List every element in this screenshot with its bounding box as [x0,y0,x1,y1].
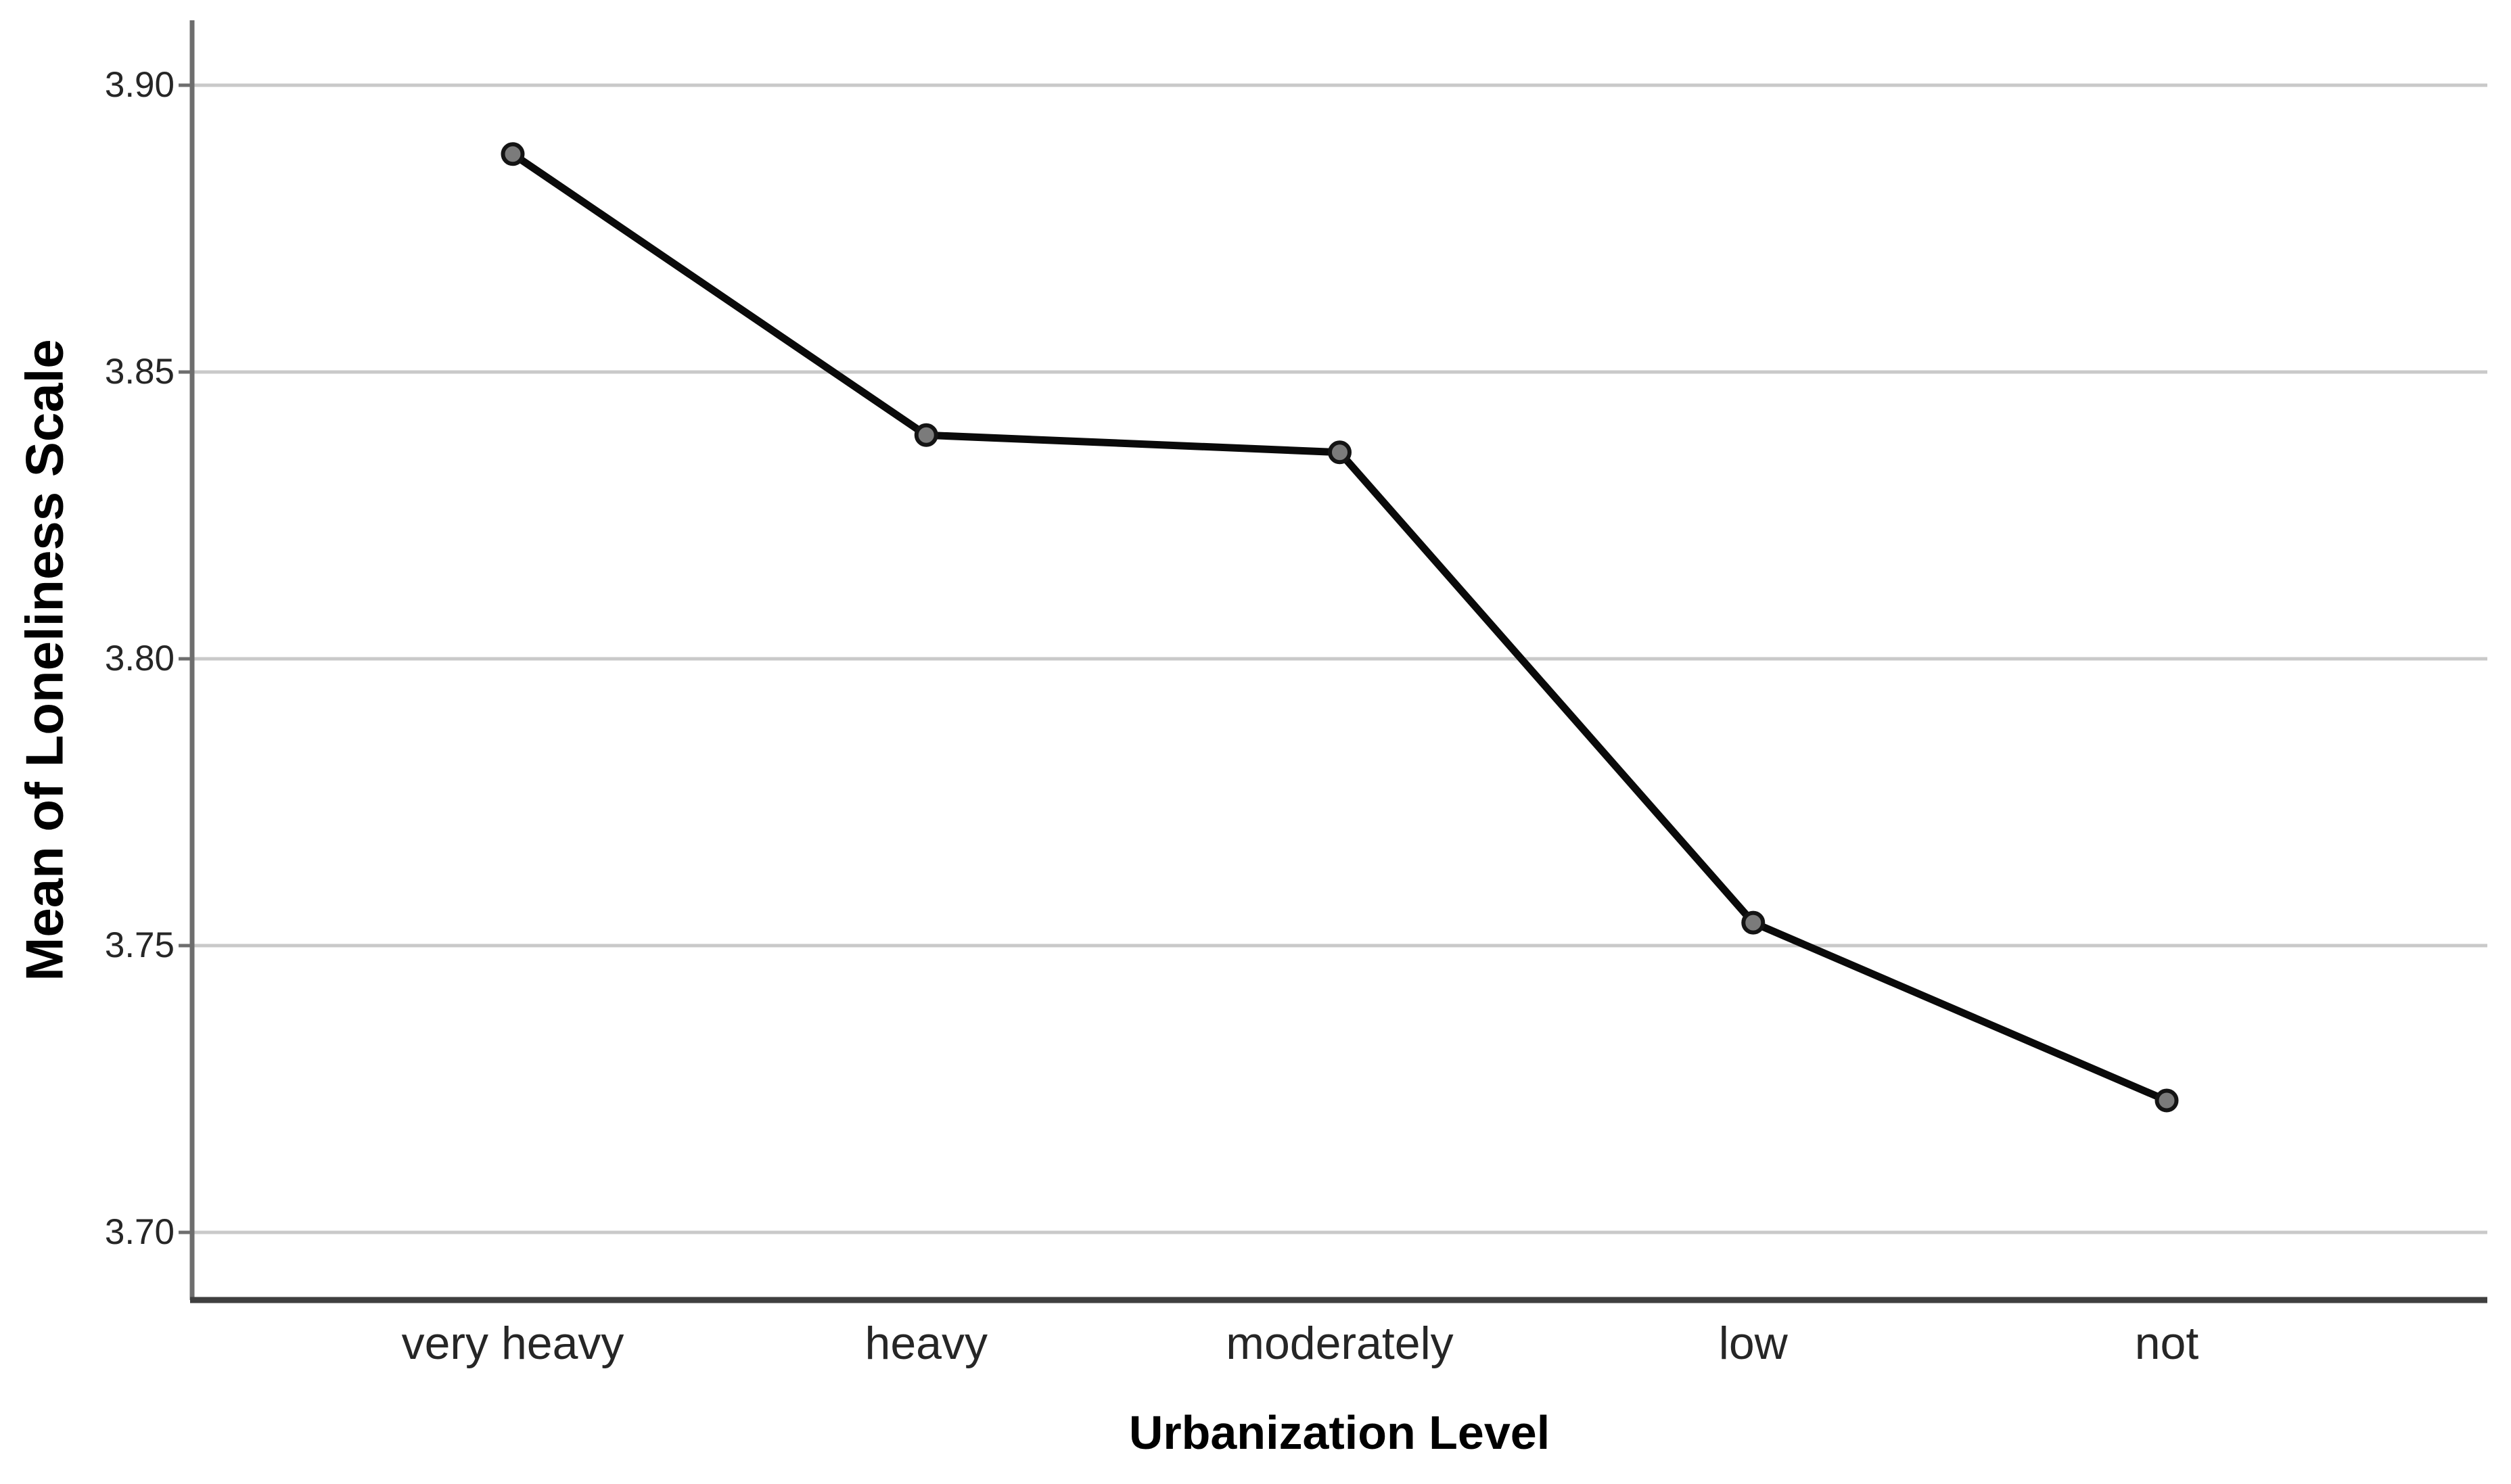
y-tick-label-3.75: 3.75 [104,925,175,965]
x-category-label-not: not [2134,1318,2199,1369]
x-category-label-moderately: moderately [1226,1318,1454,1369]
x-category-label-low: low [1718,1318,1788,1369]
x-axis-title: Urbanization Level [1128,1406,1550,1459]
y-axis-title: Mean of Loneliness Scale [14,339,74,981]
data-point-moderately [1328,440,1352,465]
y-tick-label-3.80: 3.80 [104,639,175,678]
series-line-mean-of-loneliness-scale [510,151,2169,1105]
y-tick-label-3.85: 3.85 [104,352,175,392]
x-category-label-heavy: heavy [865,1318,988,1369]
x-category-label-very-heavy: very heavy [401,1318,624,1369]
y-tick-label-3.90: 3.90 [104,65,175,105]
y-tick-label-3.70: 3.70 [104,1212,175,1252]
data-point-heavy [914,423,938,447]
data-point-very-heavy [501,142,525,166]
data-point-not [2155,1088,2179,1113]
data-point-low [1741,910,1766,935]
